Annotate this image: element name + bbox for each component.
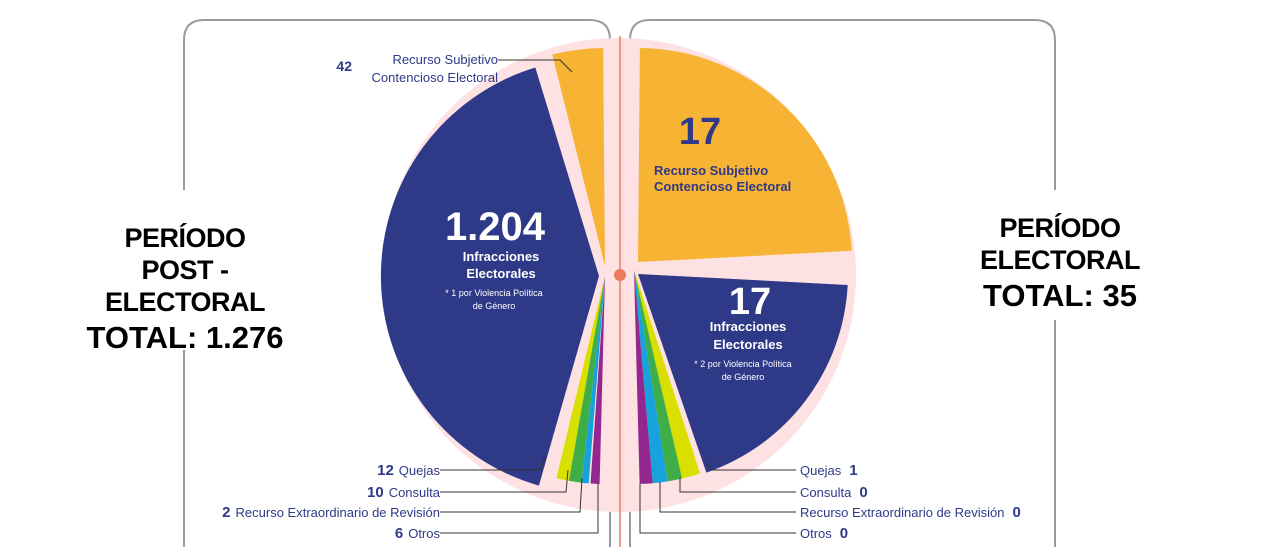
left-value-recurso-extraordinario-de-revision: 2 bbox=[222, 504, 230, 521]
right-title-line2: ELECTORAL bbox=[979, 245, 1141, 275]
left-period-title: PERÍODO POST - ELECTORAL TOTAL: 1.276 bbox=[60, 222, 310, 358]
left-label-consulta: Consulta bbox=[389, 485, 441, 500]
right-value-otros: 0 bbox=[840, 525, 848, 542]
left-label-otros: Otros bbox=[408, 526, 440, 541]
right-infracciones-note-1: * 2 por Violencia Política bbox=[694, 359, 791, 369]
left-frame-top bbox=[183, 19, 611, 547]
right-infracciones-value: 17 bbox=[729, 281, 771, 323]
right-value-consulta: 0 bbox=[859, 484, 867, 501]
right-slice-recurso-subjetivo-contencioso-electoral bbox=[638, 48, 852, 262]
left-label-recurso-extraordinario-de-revision: Recurso Extraordinario de Revisión bbox=[236, 505, 440, 520]
right-label-consulta: Consulta bbox=[800, 485, 852, 500]
left-slice-quejas bbox=[556, 276, 605, 481]
left-label-recurso-subjetivo-1: Recurso Subjetivo bbox=[393, 52, 499, 67]
left-slice-otros bbox=[590, 276, 605, 484]
left-infracciones-label-1: Infracciones bbox=[463, 249, 540, 264]
right-slice-infracciones-electorales bbox=[638, 274, 848, 473]
left-value-quejas: 12 bbox=[377, 462, 394, 479]
right-label-otros: Otros bbox=[800, 526, 832, 541]
right-value-recurso-extraordinario-de-revision: 0 bbox=[1012, 504, 1020, 521]
right-label-quejas: Quejas bbox=[800, 463, 842, 478]
right-frame-top bbox=[629, 19, 1056, 547]
left-callout-line-consulta bbox=[440, 469, 569, 493]
left-callout-line-recurso bbox=[498, 59, 573, 73]
left-total-value: 1.276 bbox=[205, 320, 284, 355]
right-slice-quejas bbox=[634, 270, 701, 479]
left-value-consulta: 10 bbox=[367, 484, 384, 501]
right-total-label: TOTAL: bbox=[983, 278, 1094, 313]
left-infracciones-value: 1.204 bbox=[445, 205, 546, 249]
right-value-quejas: 1 bbox=[849, 462, 857, 479]
center-dot bbox=[614, 269, 626, 281]
right-recurso-label-2: Contencioso Electoral bbox=[654, 179, 791, 194]
right-total-value: 35 bbox=[1102, 278, 1137, 313]
left-value-recurso-subjetivo: 42 bbox=[336, 58, 352, 74]
left-slice-recurso-subjetivo-contencioso-electoral bbox=[552, 48, 605, 266]
left-total-label: TOTAL: bbox=[86, 320, 198, 355]
right-slice-recurso-extraordinario-de-revision bbox=[634, 270, 668, 484]
right-title-line1: PERÍODO bbox=[999, 213, 1121, 243]
left-label-quejas: Quejas bbox=[399, 463, 441, 478]
left-value-otros: 6 bbox=[395, 525, 403, 542]
right-infracciones-note-2: de Género bbox=[722, 372, 765, 382]
left-infracciones-note-1: * 1 por Violencia Política bbox=[445, 288, 542, 298]
right-callout-line-otros bbox=[639, 484, 796, 534]
right-callout-line-quejas bbox=[704, 461, 796, 471]
right-period-title: PERÍODO ELECTORAL TOTAL: 35 bbox=[960, 212, 1160, 316]
right-callout-line-consulta bbox=[679, 478, 796, 493]
left-title-line1: PERÍODO bbox=[124, 223, 246, 253]
left-infracciones-label-2: Electorales bbox=[466, 266, 535, 281]
right-infracciones-label-2: Electorales bbox=[713, 337, 782, 352]
right-total: TOTAL: 35 bbox=[960, 276, 1160, 316]
left-callout-line-otros bbox=[440, 482, 599, 534]
right-callout-line-recurso-extraordinario-de-revision bbox=[659, 482, 796, 513]
left-slice-infracciones-electorales bbox=[380, 67, 599, 486]
right-infracciones-label-1: Infracciones bbox=[710, 319, 787, 334]
left-total: TOTAL: 1.276 bbox=[60, 318, 310, 358]
left-label-recurso-subjetivo-2: Contencioso Electoral bbox=[372, 70, 499, 85]
left-slice-recurso-extraordinario-de-revision bbox=[581, 276, 605, 484]
right-label-recurso-extraordinario-de-revision: Recurso Extraordinario de Revisión bbox=[800, 505, 1004, 520]
left-callout-line-recurso-extraordinario-de-revision bbox=[440, 477, 583, 513]
left-infracciones-note-2: de Género bbox=[473, 301, 516, 311]
right-slice-consulta bbox=[634, 270, 683, 482]
right-recurso-label-1: Recurso Subjetivo bbox=[654, 163, 768, 178]
right-slice-otros bbox=[634, 270, 653, 484]
left-title-line2: POST - ELECTORAL bbox=[104, 255, 266, 317]
left-slice-consulta bbox=[568, 276, 605, 483]
right-recurso-value: 17 bbox=[679, 111, 721, 153]
left-callout-line-quejas bbox=[440, 457, 546, 471]
